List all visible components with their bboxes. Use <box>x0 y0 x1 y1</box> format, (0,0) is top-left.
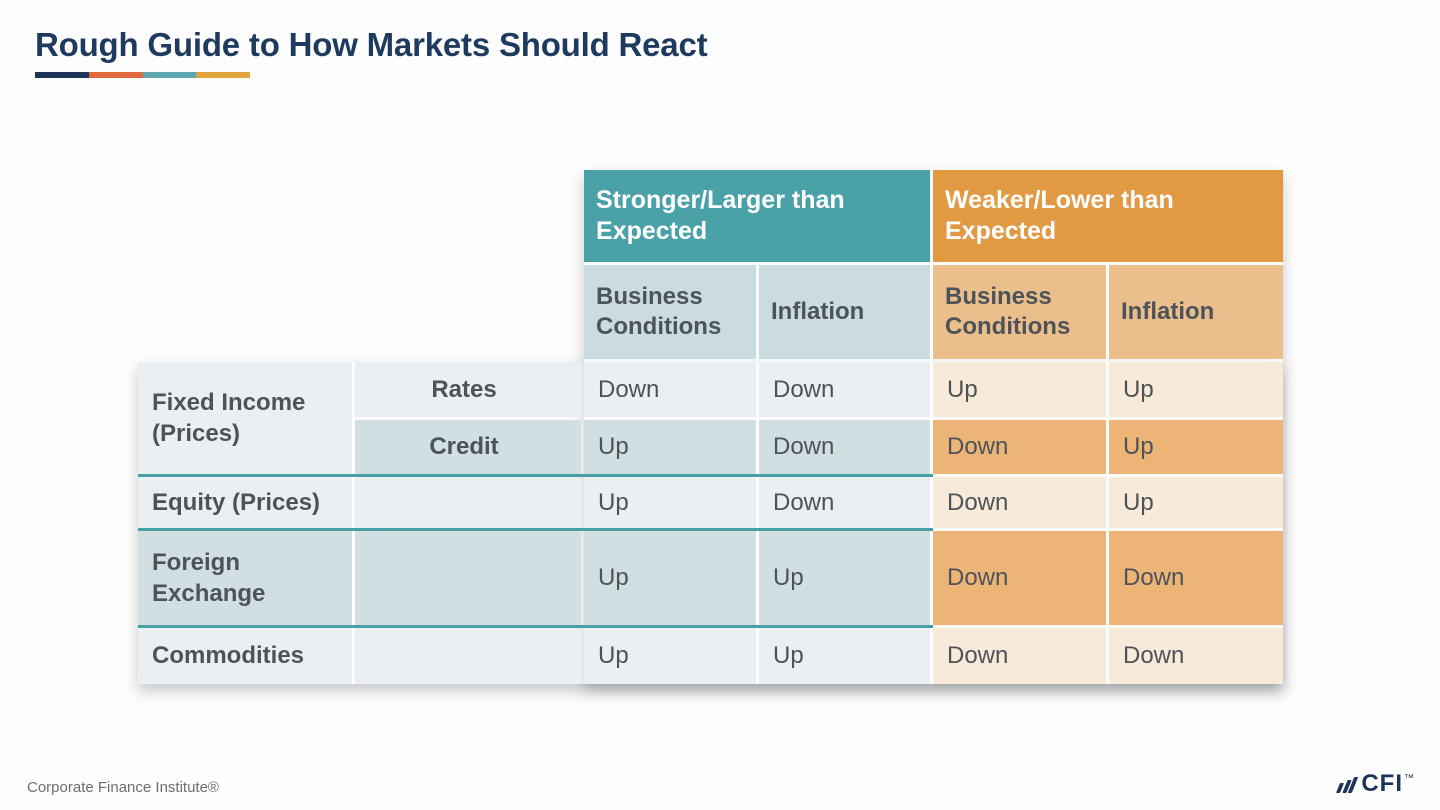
category-fixed-income-label: Fixed Income (Prices) <box>152 388 306 447</box>
sublabel-credit: Credit <box>355 420 581 474</box>
cell-commodities-bc-weaker: Down <box>933 628 1106 684</box>
cell-fx-inflation-stronger: Up <box>759 531 930 625</box>
category-equity-label: Equity (Prices) <box>152 488 321 516</box>
category-foreign-exchange: Foreign Exchange <box>138 531 352 625</box>
subheader-inflation-weaker-label: Inflation <box>1121 298 1215 325</box>
underline-segment-coral <box>88 72 143 78</box>
cell-equity-bc-weaker: Down <box>933 477 1106 528</box>
table-grid: Stronger/Larger than Expected Weaker/Low… <box>138 170 1283 684</box>
page-title: Rough Guide to How Markets Should React <box>35 26 708 63</box>
category-foreign-exchange-label: Foreign Exchange <box>152 548 266 607</box>
cell-equity-inflation-weaker: Up <box>1109 477 1283 528</box>
cell-rates-inflation-stronger: Down <box>759 362 930 417</box>
category-commodities: Commodities <box>138 628 352 684</box>
cfi-logo: CFI ™ <box>1336 772 1414 796</box>
cfi-bars-icon <box>1336 777 1359 796</box>
cell-equity-inflation-stronger: Down <box>759 477 930 528</box>
cell-equity-bc-stronger: Up <box>584 477 756 528</box>
underline-segment-teal <box>142 72 197 78</box>
subheader-bc-weaker: Business Conditions <box>933 265 1106 359</box>
markets-reaction-table: Stronger/Larger than Expected Weaker/Low… <box>138 170 1283 684</box>
group-header-stronger-label: Stronger/Larger than Expected <box>596 185 845 245</box>
separator-fixed-income-equity <box>138 474 933 477</box>
cell-fx-bc-weaker: Down <box>933 531 1106 625</box>
cell-commodities-bc-stronger: Up <box>584 628 756 684</box>
footer-attribution: Corporate Finance Institute® <box>27 779 219 796</box>
cell-credit-bc-weaker: Down <box>933 420 1106 474</box>
cell-rates-bc-weaker: Up <box>933 362 1106 417</box>
sublabel-credit-label: Credit <box>429 433 499 461</box>
cell-fx-sublabel-empty <box>355 531 581 625</box>
separator-equity-fx <box>138 528 933 531</box>
cell-credit-inflation-stronger: Down <box>759 420 930 474</box>
subheader-bc-stronger: Business Conditions <box>584 265 756 359</box>
subheader-inflation-weaker: Inflation <box>1109 265 1283 359</box>
subheader-bc-stronger-label: Business Conditions <box>596 283 722 340</box>
group-header-stronger: Stronger/Larger than Expected <box>584 170 930 262</box>
cfi-logo-text: CFI <box>1361 770 1403 797</box>
underline-segment-navy <box>35 72 89 78</box>
cell-fx-bc-stronger: Up <box>584 531 756 625</box>
category-equity: Equity (Prices) <box>138 477 352 528</box>
subheader-inflation-stronger: Inflation <box>759 265 930 359</box>
cell-credit-inflation-weaker: Up <box>1109 420 1283 474</box>
sublabel-rates: Rates <box>355 362 581 417</box>
cell-rates-inflation-weaker: Up <box>1109 362 1283 417</box>
sublabel-rates-label: Rates <box>431 375 497 403</box>
separator-fx-commodities <box>138 625 933 628</box>
cell-rates-bc-stronger: Down <box>584 362 756 417</box>
group-header-weaker-label: Weaker/Lower than Expected <box>945 185 1174 245</box>
cell-fx-inflation-weaker: Down <box>1109 531 1283 625</box>
title-underline <box>35 72 250 78</box>
cell-equity-sublabel-empty <box>355 477 581 528</box>
category-commodities-label: Commodities <box>152 642 305 670</box>
cell-commodities-inflation-stronger: Up <box>759 628 930 684</box>
cell-commodities-inflation-weaker: Down <box>1109 628 1283 684</box>
cell-commodities-sublabel-empty <box>355 628 581 684</box>
cell-credit-bc-stronger: Up <box>584 420 756 474</box>
group-header-weaker: Weaker/Lower than Expected <box>933 170 1283 262</box>
subheader-bc-weaker-label: Business Conditions <box>945 283 1071 340</box>
subheader-inflation-stronger-label: Inflation <box>771 298 865 325</box>
cfi-trademark: ™ <box>1404 773 1414 784</box>
category-fixed-income: Fixed Income (Prices) <box>138 362 352 474</box>
underline-segment-amber <box>196 72 250 78</box>
